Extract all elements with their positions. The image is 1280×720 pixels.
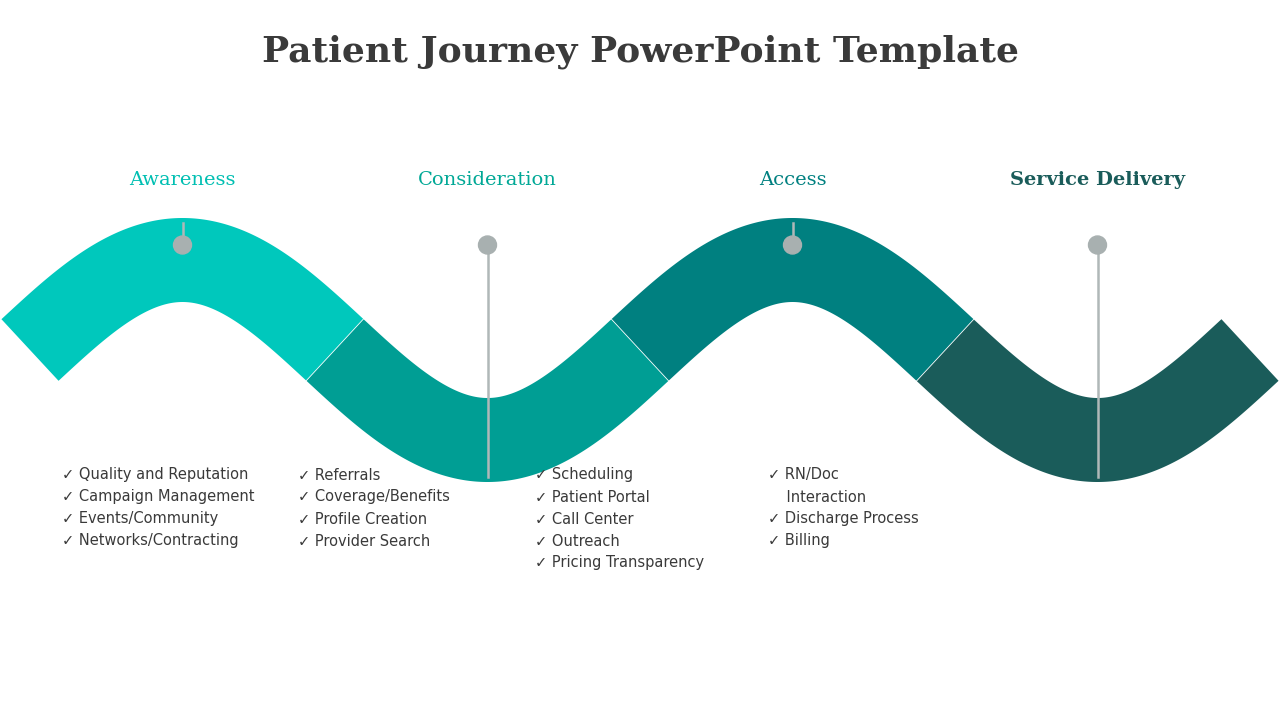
- Text: Consideration: Consideration: [419, 171, 557, 189]
- Text: ✓ Provider Search: ✓ Provider Search: [298, 534, 430, 549]
- Text: ✓ Call Center: ✓ Call Center: [535, 511, 634, 526]
- Text: ✓ Referrals: ✓ Referrals: [298, 467, 380, 482]
- Text: ✓ Profile Creation: ✓ Profile Creation: [298, 511, 428, 526]
- Text: ✓ Patient Portal: ✓ Patient Portal: [535, 490, 650, 505]
- Text: Patient Journey PowerPoint Template: Patient Journey PowerPoint Template: [261, 35, 1019, 69]
- Text: Awareness: Awareness: [129, 171, 236, 189]
- Polygon shape: [307, 320, 668, 482]
- Text: Interaction: Interaction: [768, 490, 867, 505]
- Text: ✓ Outreach: ✓ Outreach: [535, 534, 620, 549]
- Circle shape: [1088, 236, 1106, 254]
- Text: ✓ Networks/Contracting: ✓ Networks/Contracting: [61, 534, 238, 549]
- Circle shape: [479, 236, 497, 254]
- Polygon shape: [612, 218, 973, 381]
- Polygon shape: [916, 319, 1279, 482]
- Text: ✓ RN/Doc: ✓ RN/Doc: [768, 467, 838, 482]
- Text: ✓ Discharge Process: ✓ Discharge Process: [768, 511, 919, 526]
- Text: Service Delivery: Service Delivery: [1010, 171, 1185, 189]
- Text: ✓ Quality and Reputation: ✓ Quality and Reputation: [61, 467, 248, 482]
- Text: ✓ Scheduling: ✓ Scheduling: [535, 467, 634, 482]
- Text: ✓ Events/Community: ✓ Events/Community: [61, 511, 219, 526]
- Polygon shape: [1, 218, 364, 381]
- Text: ✓ Campaign Management: ✓ Campaign Management: [61, 490, 255, 505]
- Circle shape: [174, 236, 192, 254]
- Text: Access: Access: [759, 171, 827, 189]
- Text: ✓ Billing: ✓ Billing: [768, 534, 829, 549]
- Text: ✓ Pricing Transparency: ✓ Pricing Transparency: [535, 556, 704, 570]
- Text: ✓ Coverage/Benefits: ✓ Coverage/Benefits: [298, 490, 449, 505]
- Circle shape: [783, 236, 801, 254]
